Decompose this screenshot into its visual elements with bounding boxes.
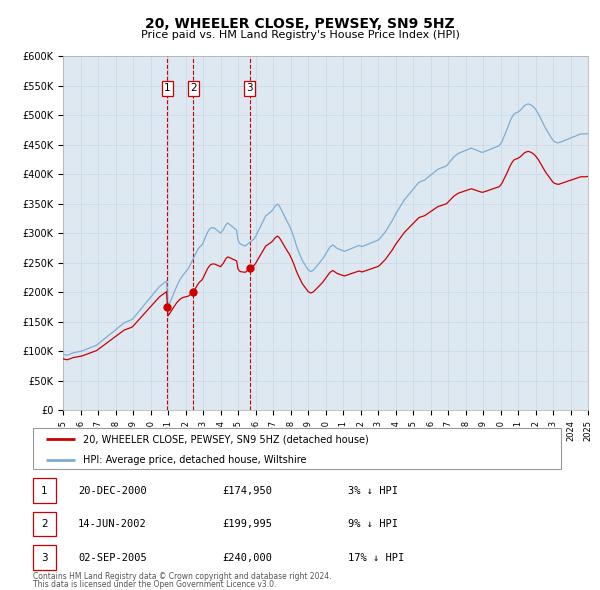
Text: 20-DEC-2000: 20-DEC-2000 — [78, 486, 147, 496]
Text: 9% ↓ HPI: 9% ↓ HPI — [348, 519, 398, 529]
Text: 17% ↓ HPI: 17% ↓ HPI — [348, 553, 404, 562]
FancyBboxPatch shape — [33, 428, 561, 469]
Text: 3: 3 — [41, 553, 48, 562]
Text: 1: 1 — [41, 486, 48, 496]
Text: 1: 1 — [164, 84, 171, 93]
Text: Contains HM Land Registry data © Crown copyright and database right 2024.: Contains HM Land Registry data © Crown c… — [33, 572, 331, 581]
Text: This data is licensed under the Open Government Licence v3.0.: This data is licensed under the Open Gov… — [33, 580, 277, 589]
Text: 3: 3 — [247, 84, 253, 93]
Text: Price paid vs. HM Land Registry's House Price Index (HPI): Price paid vs. HM Land Registry's House … — [140, 30, 460, 40]
Text: 20, WHEELER CLOSE, PEWSEY, SN9 5HZ: 20, WHEELER CLOSE, PEWSEY, SN9 5HZ — [145, 17, 455, 31]
Text: £174,950: £174,950 — [222, 486, 272, 496]
Text: 14-JUN-2002: 14-JUN-2002 — [78, 519, 147, 529]
Text: 2: 2 — [190, 84, 197, 93]
Text: £240,000: £240,000 — [222, 553, 272, 562]
Text: 2: 2 — [41, 519, 48, 529]
Text: £199,995: £199,995 — [222, 519, 272, 529]
Text: 3% ↓ HPI: 3% ↓ HPI — [348, 486, 398, 496]
Text: HPI: Average price, detached house, Wiltshire: HPI: Average price, detached house, Wilt… — [83, 455, 307, 465]
Text: 02-SEP-2005: 02-SEP-2005 — [78, 553, 147, 562]
Text: 20, WHEELER CLOSE, PEWSEY, SN9 5HZ (detached house): 20, WHEELER CLOSE, PEWSEY, SN9 5HZ (deta… — [83, 434, 369, 444]
